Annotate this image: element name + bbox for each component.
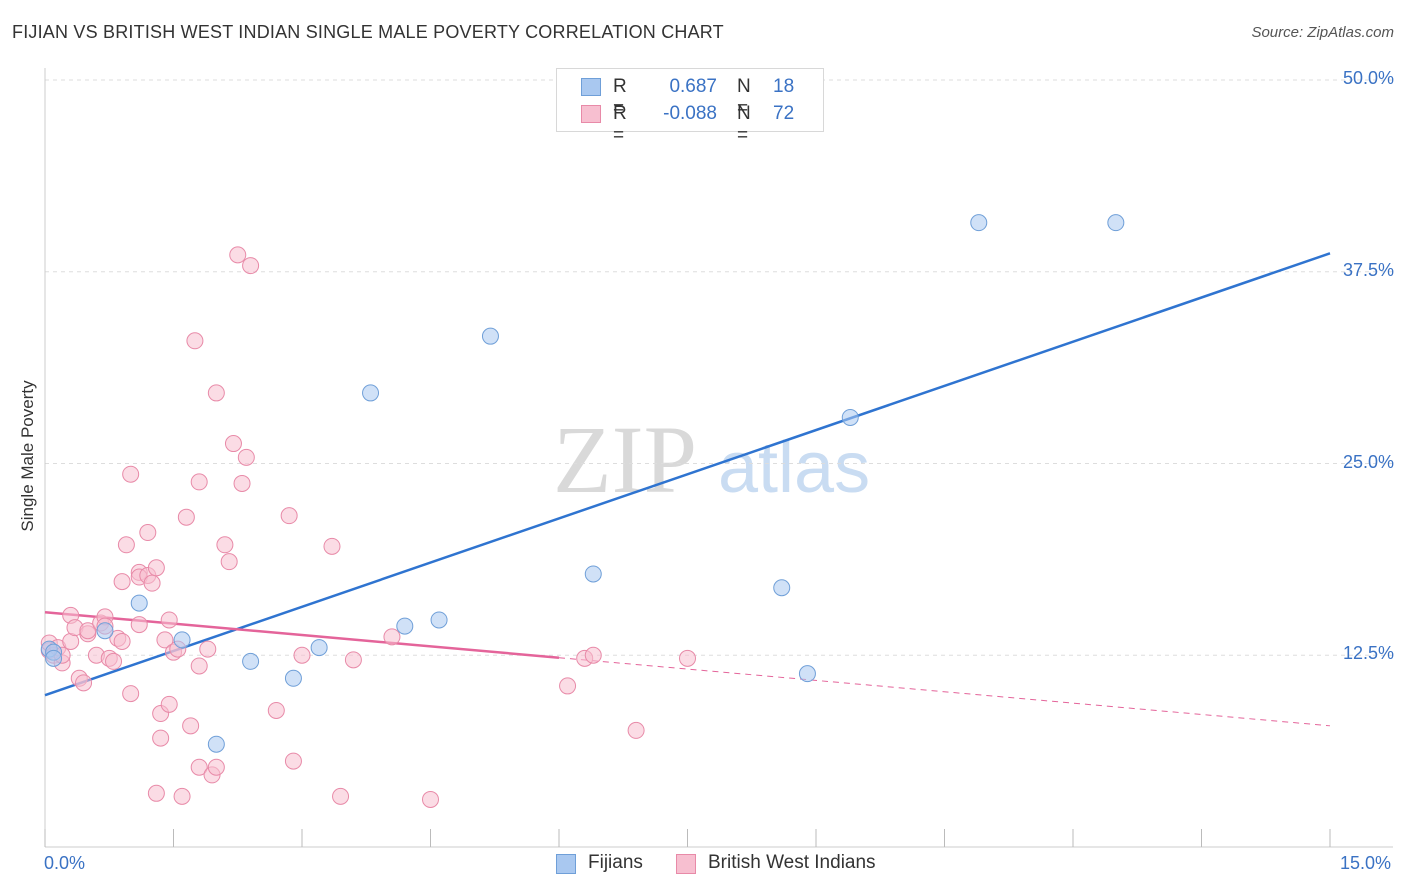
bwi-point-69 [584,646,602,664]
fijian-point-7 [242,652,260,670]
gridlines [45,79,1393,656]
watermark: ZIP atlas [553,406,870,513]
bwi-point-29 [139,524,157,542]
n-label: N = [737,103,751,146]
bwi-point-63 [332,787,350,805]
bwi-point-49 [207,758,225,776]
n-value-fijians: 18 [773,76,795,97]
x-tick-label-max: 15.0% [1340,853,1392,873]
x-tick-label-min: 0.0% [44,853,86,873]
bwi-point-43 [186,332,204,350]
fijian-point-3 [96,622,114,640]
bwi-point-52 [220,553,238,571]
bwi-point-37 [160,695,178,713]
fijians-legend-label: Fijians [588,852,643,873]
fijian-point-13 [481,327,499,345]
bwi-point-46 [190,758,208,776]
bwi-point-18 [105,652,123,670]
bwi-point-10 [75,674,93,692]
bwi-point-47 [199,640,217,658]
watermark-atlas: atlas [718,428,870,508]
data-points [40,214,1125,808]
bwi-point-70 [627,721,645,739]
bwi-point-30 [143,574,161,592]
fijian-point-4 [130,594,148,612]
bwi-point-42 [182,717,200,735]
bwi-point-40 [173,787,191,805]
bwi-point-65 [383,628,401,646]
fijian-point-15 [773,579,791,597]
bwi-point-23 [122,685,140,703]
n-value-bwi: 72 [773,103,795,124]
bwi-point-59 [280,507,298,525]
fijian-point-2 [45,649,63,667]
bwi-point-60 [284,752,302,770]
bwi-point-53 [224,435,242,453]
bwi-point-57 [242,257,260,275]
fijian-point-12 [430,611,448,629]
y-tick-label: 50.0% [1342,68,1394,88]
fijian-point-10 [362,384,380,402]
correlation-legend: R = 0.687 N = 18 R = -0.088 N = 72 [556,68,824,146]
y-tick-label: 25.0% [1342,451,1394,472]
fijian-point-19 [1107,214,1125,232]
bwi-point-66 [422,790,439,808]
bwi-point-58 [267,701,285,719]
fijians-swatch [581,78,601,96]
bwi-point-31 [147,559,165,577]
r-value-bwi: -0.088 [663,103,717,124]
bwi-swatch [581,105,601,123]
bwi-point-22 [117,536,135,554]
fijian-point-9 [310,639,328,657]
bwi-point-64 [344,651,362,669]
bwi-point-24 [122,465,140,483]
r-label: R = [613,103,627,146]
y-tick-label: 37.5% [1342,259,1394,280]
bwi-point-32 [147,784,165,802]
bwi-point-36 [160,611,178,629]
bwi-point-21 [113,632,131,650]
bwi-point-35 [156,631,174,649]
fijian-point-17 [841,408,859,426]
bwi-point-45 [190,657,208,675]
bwi-legend-swatch [676,854,696,874]
bwi-point-56 [237,448,255,466]
bwi-point-55 [233,474,251,492]
n-label: N = [737,76,751,119]
axes [44,68,1393,848]
bwi-point-61 [293,646,311,664]
fijian-point-5 [173,631,191,649]
fijian-point-16 [798,665,816,683]
bwi-point-50 [207,384,225,402]
bwi-point-54 [229,246,247,264]
bwi-legend-label: British West Indians [708,852,876,873]
bwi-trend-extension [558,657,1331,727]
fijian-point-6 [207,735,225,753]
bwi-point-51 [216,536,234,554]
r-label: R = [613,76,627,119]
bwi-point-33 [152,729,170,747]
bwi-point-62 [323,537,341,555]
bwi-trend-line [44,611,560,659]
fijian-point-11 [396,617,414,635]
source-label: Source: ZipAtlas.com [1251,24,1394,41]
bwi-point-71 [679,649,696,667]
bwi-point-67 [559,677,577,695]
bwi-point-12 [79,622,97,640]
bwi-point-20 [113,573,131,591]
bwi-point-27 [130,616,148,634]
chart-title: FIJIAN VS BRITISH WEST INDIAN SINGLE MAL… [12,22,724,42]
fijians-trend-line [44,252,1331,697]
y-tick-label: 12.5% [1342,643,1394,664]
r-value-fijians: 0.687 [669,76,717,97]
fijian-point-8 [284,669,302,687]
trend-lines [44,252,1331,727]
fijians-legend-swatch [556,854,576,874]
fijian-point-14 [584,565,602,583]
bwi-point-41 [177,508,195,526]
bwi-point-44 [190,473,208,491]
fijian-point-18 [970,214,988,232]
